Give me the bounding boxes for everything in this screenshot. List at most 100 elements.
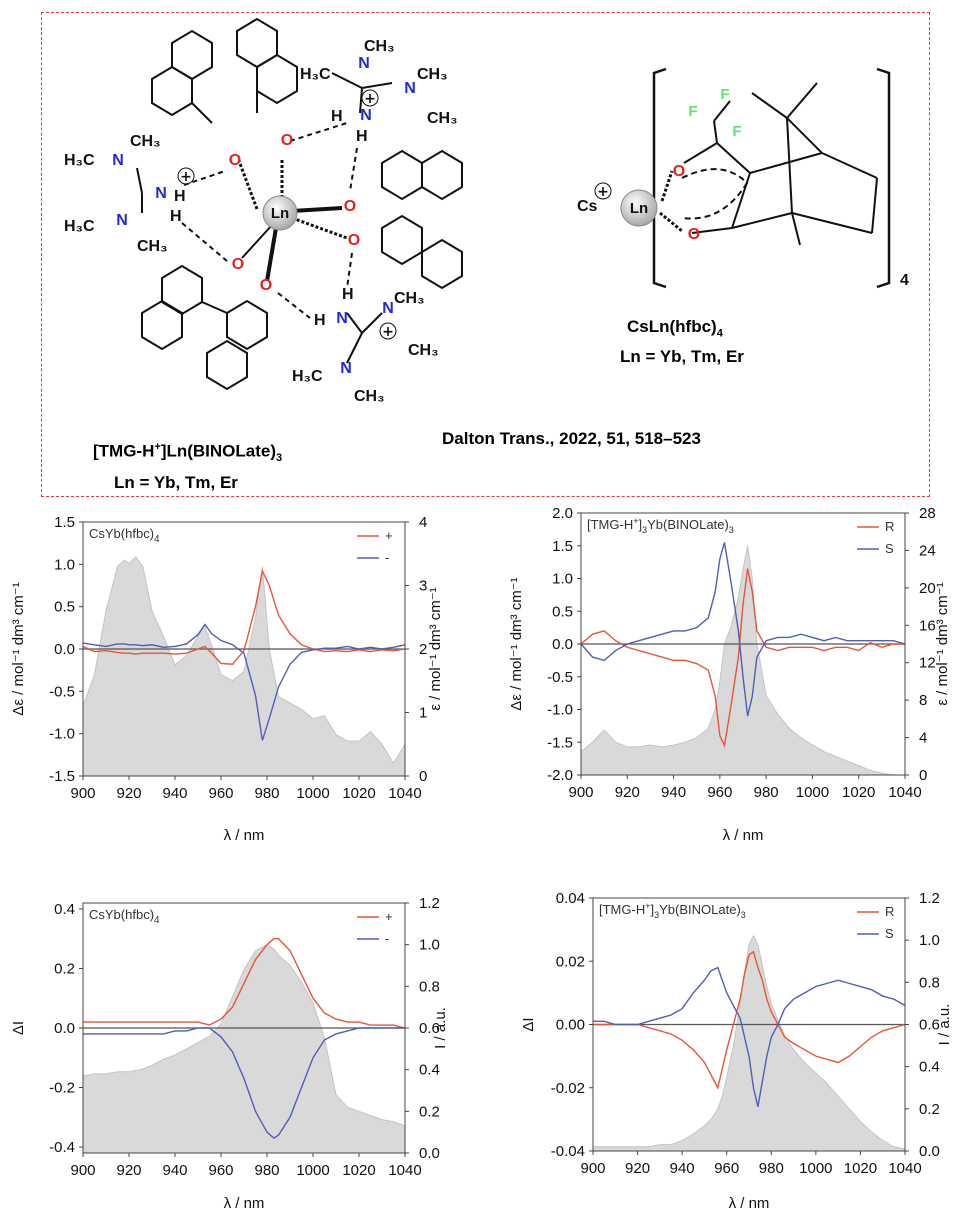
svg-text:H: H — [342, 286, 354, 303]
svg-text:N: N — [358, 55, 370, 72]
legend-label: + — [385, 528, 393, 543]
y2-tick-label: 0.0 — [919, 1143, 940, 1160]
series-line-b — [580, 542, 906, 717]
x-tick-label: 1000 — [296, 785, 329, 802]
y2-tick-label: 0.8 — [919, 974, 940, 991]
svg-text:H: H — [170, 208, 182, 225]
svg-text:O: O — [688, 226, 700, 243]
x-axis-label: λ / nm — [224, 827, 265, 844]
cd-chart-binolate: 900 920 940 960 980 1000 1020 1040 2.0 1.5 1.0 0.5 0… — [479, 505, 958, 850]
svg-text:F: F — [732, 123, 741, 140]
y2-tick-label: 0.2 — [919, 1101, 940, 1118]
y2-tick-label: 1.2 — [919, 890, 940, 907]
svg-text:N: N — [336, 310, 348, 327]
y-tick-label: -1.0 — [547, 702, 573, 719]
x-tick-label: 900 — [70, 1162, 95, 1179]
y-tick-label: -2.0 — [547, 767, 573, 784]
y2-tick-label: 28 — [919, 505, 936, 522]
series-line-b — [83, 1027, 405, 1139]
svg-text:O: O — [260, 277, 272, 294]
structure-scheme: O O O O O O O O N N N N N N N N N F F F … — [41, 12, 930, 497]
svg-text:H₃C: H₃C — [300, 66, 331, 83]
y-tick-label: 1.5 — [552, 538, 573, 555]
series-line-a — [82, 568, 406, 665]
svg-text:N: N — [340, 360, 352, 377]
svg-text:O: O — [344, 198, 356, 215]
svg-text:CH₃: CH₃ — [408, 342, 439, 359]
svg-text:F: F — [688, 103, 697, 120]
svg-text:CH₃: CH₃ — [137, 238, 168, 255]
svg-text:H: H — [314, 312, 326, 329]
y2-tick-label: 12 — [919, 655, 936, 672]
legend-label: R — [885, 519, 894, 534]
x-tick-label: 980 — [754, 784, 779, 801]
x-tick-label: 980 — [759, 1160, 784, 1177]
y2-axis-label: ε / mol⁻¹ dm³ cm⁻¹ — [934, 582, 951, 705]
x-tick-label: 980 — [254, 1162, 279, 1179]
y-tick-label: 0.0 — [552, 636, 573, 653]
panel-title: CsYb(hfbc)4 — [89, 907, 160, 926]
chart-svg: 900 920 940 960 980 1000 1020 10400.40.20.0-0.2… — [10, 895, 449, 1212]
y2-tick-label: 0.8 — [419, 978, 440, 995]
x-tick-label: 1000 — [799, 1160, 832, 1177]
x-tick-label: 1020 — [342, 785, 375, 802]
intensity-area — [580, 545, 905, 776]
legend-label: R — [885, 904, 894, 919]
x-tick-label: 1020 — [844, 1160, 877, 1177]
legend-label: S — [885, 541, 894, 556]
svg-text:N: N — [155, 185, 167, 202]
y-tick-label: -0.04 — [551, 1143, 585, 1160]
right-compound-ln: Ln = Yb, Tm, Er — [620, 347, 744, 366]
svg-text:CH₃: CH₃ — [354, 388, 385, 405]
svg-text:H: H — [331, 108, 343, 125]
y-tick-label: -0.5 — [547, 669, 573, 686]
svg-text:H₃C: H₃C — [64, 152, 95, 169]
y2-tick-label: 0.6 — [419, 1020, 440, 1037]
x-axis-label: λ / nm — [224, 1195, 265, 1212]
y-tick-label: 0.00 — [556, 1017, 585, 1034]
series-line-b — [82, 623, 406, 741]
y-axis-label: Δε / mol⁻¹ dm³ cm⁻¹ — [508, 577, 525, 710]
y2-tick-label: 16 — [919, 617, 936, 634]
y2-tick-label: 4 — [919, 730, 927, 747]
svg-text:O: O — [281, 132, 293, 149]
x-tick-label: 940 — [162, 785, 187, 802]
x-tick-label: 940 — [661, 784, 686, 801]
svg-text:CH₃: CH₃ — [364, 38, 395, 55]
svg-text:H: H — [174, 188, 186, 205]
y2-tick-label: 0.0 — [419, 1145, 440, 1162]
y-tick-label: -0.2 — [49, 1080, 75, 1097]
y-axis-label: ΔI — [10, 1021, 27, 1035]
y2-axis-label: I / a.u. — [936, 1004, 953, 1046]
left-compound-ln: Ln = Yb, Tm, Er — [114, 473, 238, 492]
svg-text:CH₃: CH₃ — [394, 290, 425, 307]
y2-tick-label: 20 — [919, 580, 936, 597]
x-tick-label: 980 — [254, 785, 279, 802]
left-compound-name: [TMG-H+]Ln(BINOLate)3 — [93, 441, 283, 465]
right-compound-name: CsLn(hfbc)4 — [627, 317, 723, 340]
svg-text:N: N — [112, 152, 124, 169]
svg-text:N: N — [360, 107, 372, 124]
y2-tick-label: 1 — [419, 705, 427, 722]
ln-atom-left — [262, 195, 298, 231]
ln-atom-right — [620, 189, 658, 227]
svg-text:Ln: Ln — [630, 200, 648, 217]
svg-text:O: O — [229, 152, 241, 169]
y2-tick-label: 0.2 — [419, 1103, 440, 1120]
y-tick-label: 0.5 — [54, 599, 75, 616]
svg-text:F: F — [720, 86, 729, 103]
svg-text:CH₃: CH₃ — [417, 66, 448, 83]
cpl-chart-binolate: 900 920 940 960 980 1000 1020 1040 0.04 0.02 0.00 -… — [479, 878, 958, 1225]
y2-axis-label: ε / mol⁻¹ dm³ cm⁻¹ — [427, 587, 444, 710]
x-tick-label: 960 — [707, 784, 732, 801]
series-line-a — [580, 568, 905, 748]
chart-svg: 900 920 940 960 980 1000 1020 1040 0.04 0.02 0.00 -… — [520, 890, 953, 1212]
y-axis-label: ΔI — [520, 1017, 537, 1031]
y-tick-label: -0.02 — [551, 1080, 585, 1097]
svg-text:+: + — [382, 324, 394, 340]
svg-text:+: + — [597, 184, 609, 200]
y-axis-label: Δε / mol⁻¹ dm³ cm⁻¹ — [10, 582, 27, 715]
x-tick-label: 940 — [162, 1162, 187, 1179]
svg-text:N: N — [382, 300, 394, 317]
x-tick-label: 960 — [714, 1160, 739, 1177]
